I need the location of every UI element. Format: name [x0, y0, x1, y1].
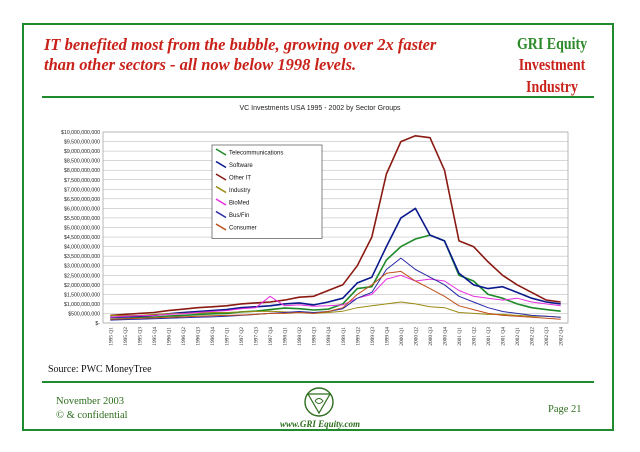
legend-swatch — [215, 148, 227, 156]
footer-url[interactable]: www.GRI Equity.com — [279, 419, 361, 429]
legend-box — [211, 144, 323, 239]
y-tick-label: $7,000,000,000 — [64, 187, 100, 193]
x-tick-label: 2000 Q4 — [442, 327, 448, 346]
x-tick-label: 2001 Q2 — [472, 327, 478, 346]
x-tick-label: 1995 Q4 — [152, 327, 158, 346]
series-line-other-it — [110, 135, 561, 317]
grid-lines — [103, 131, 568, 324]
y-tick-label: $500,000,000 — [68, 311, 100, 317]
footer-date: November 2003 — [56, 396, 124, 407]
footer-date-block: November 2003 © & confidential — [56, 395, 128, 423]
x-tick-label: 2000 Q3 — [428, 327, 434, 346]
y-tick-label: $4,000,000,000 — [64, 245, 100, 251]
x-tick-label: 1999 Q1 — [341, 327, 347, 346]
y-tick-label: $2,000,000,000 — [64, 283, 100, 289]
x-tick-label: 1998 Q4 — [326, 327, 332, 346]
x-tick-label: 1998 Q1 — [283, 327, 289, 346]
y-tick-label: $- — [95, 321, 100, 327]
legend-label: Consumer — [229, 226, 257, 232]
y-tick-label: $10,000,000,000 — [61, 130, 100, 136]
legend-label: Industry — [229, 188, 250, 194]
x-tick-label: 1995 Q2 — [123, 327, 129, 346]
brand-logo-text: GRI Equity Investment Industry — [506, 34, 598, 98]
legend-label: Bus/Fin — [229, 213, 249, 219]
y-tick-label: $9,500,000,000 — [64, 140, 100, 146]
brand-line-1: GRI Equity — [516, 34, 588, 53]
slide-headline: IT benefited most from the bubble, growi… — [44, 35, 494, 75]
x-tick-label: 2002 Q1 — [515, 327, 521, 346]
headline-line-1: IT benefited most from the bubble, growi… — [44, 35, 437, 54]
legend-label: BioMed — [229, 201, 249, 207]
header-divider — [42, 96, 594, 98]
x-tick-label: 2001 Q1 — [457, 327, 463, 346]
y-tick-label: $8,000,000,000 — [64, 168, 100, 174]
series-line-consumer — [110, 270, 561, 320]
x-tick-label: 2002 Q4 — [559, 327, 565, 346]
x-tick-label: 1999 Q2 — [355, 327, 361, 346]
footer-confidential: © & confidential — [56, 410, 128, 421]
x-tick-label: 2000 Q2 — [413, 327, 419, 346]
y-tick-label: $9,000,000,000 — [64, 149, 100, 155]
source-note: Source: PWC MoneyTree — [48, 364, 152, 375]
series-line-telecommunications — [110, 234, 561, 320]
x-tick-label: 1997 Q4 — [268, 327, 274, 346]
y-tick-label: $8,500,000,000 — [64, 159, 100, 165]
slide-frame — [22, 23, 614, 431]
legend-label: Other IT — [229, 176, 251, 182]
x-tick-label: 2001 Q4 — [501, 327, 507, 346]
legend-swatch — [215, 185, 227, 194]
headline-line-2: than other sectors - all now below 1998 … — [44, 55, 357, 74]
legend-swatch — [215, 223, 227, 231]
y-tick-label: $3,000,000,000 — [64, 264, 100, 270]
x-tick-label: 2001 Q3 — [486, 327, 492, 346]
x-tick-label: 1996 Q3 — [195, 327, 201, 346]
x-tick-label: 1998 Q2 — [297, 327, 303, 346]
x-tick-label: 2002 Q2 — [530, 327, 536, 346]
y-tick-label: $5,500,000,000 — [64, 216, 100, 222]
brand-line-2: Investment Industry — [518, 55, 586, 96]
legend-label: Telecommunications — [229, 151, 283, 157]
y-tick-label: $1,000,000,000 — [64, 302, 100, 308]
chart-legend: Telecommunications Software Other IT Indust… — [211, 144, 323, 239]
y-tick-label: $6,500,000,000 — [64, 197, 100, 203]
x-tick-label: 1995 Q1 — [108, 327, 114, 346]
x-tick-label: 1997 Q1 — [225, 327, 231, 346]
series-line-biomed — [110, 274, 561, 318]
legend-swatch — [215, 173, 227, 181]
y-tick-label: $1,500,000,000 — [64, 292, 100, 298]
x-tick-label: 1996 Q1 — [166, 327, 172, 346]
x-tick-label: 1999 Q3 — [370, 327, 376, 346]
x-tick-label: 1996 Q4 — [210, 327, 216, 346]
y-tick-label: $2,500,000,000 — [64, 273, 100, 279]
x-tick-label: 1997 Q2 — [239, 327, 245, 346]
x-axis-ticks: 1995 Q1 1995 Q2 1995 Q3 1995 Q4 1996 Q1 1996 … — [108, 327, 564, 346]
y-tick-label: $6,000,000,000 — [64, 206, 100, 212]
legend-swatch — [215, 198, 227, 206]
x-tick-label: 1997 Q3 — [254, 327, 260, 346]
x-tick-label: 1999 Q4 — [384, 327, 390, 346]
x-tick-label: 1996 Q2 — [181, 327, 187, 346]
y-tick-label: $4,500,000,000 — [64, 235, 100, 241]
y-tick-label: $3,500,000,000 — [64, 254, 100, 260]
y-tick-label: $5,000,000,000 — [64, 226, 100, 232]
gri-logo-icon — [304, 387, 334, 417]
legend-label: Software — [229, 163, 253, 169]
footer-divider — [42, 381, 594, 383]
legend-swatch — [215, 210, 227, 219]
legend-swatch — [215, 160, 227, 169]
chart-title: VC Investments USA 1995 - 2002 by Sector… — [239, 105, 401, 112]
x-tick-label: 1998 Q3 — [312, 327, 318, 346]
x-tick-label: 1995 Q3 — [137, 327, 143, 346]
page-number: Page 21 — [548, 404, 582, 415]
x-tick-label: 2002 Q3 — [544, 327, 550, 346]
y-axis-ticks: $- $500,000,000 $1,000,000,000 $1,500,000,0… — [61, 130, 100, 327]
series-lines — [110, 135, 561, 321]
y-tick-label: $7,500,000,000 — [64, 178, 100, 184]
series-line-software — [110, 207, 561, 319]
x-tick-label: 2000 Q1 — [399, 327, 405, 346]
